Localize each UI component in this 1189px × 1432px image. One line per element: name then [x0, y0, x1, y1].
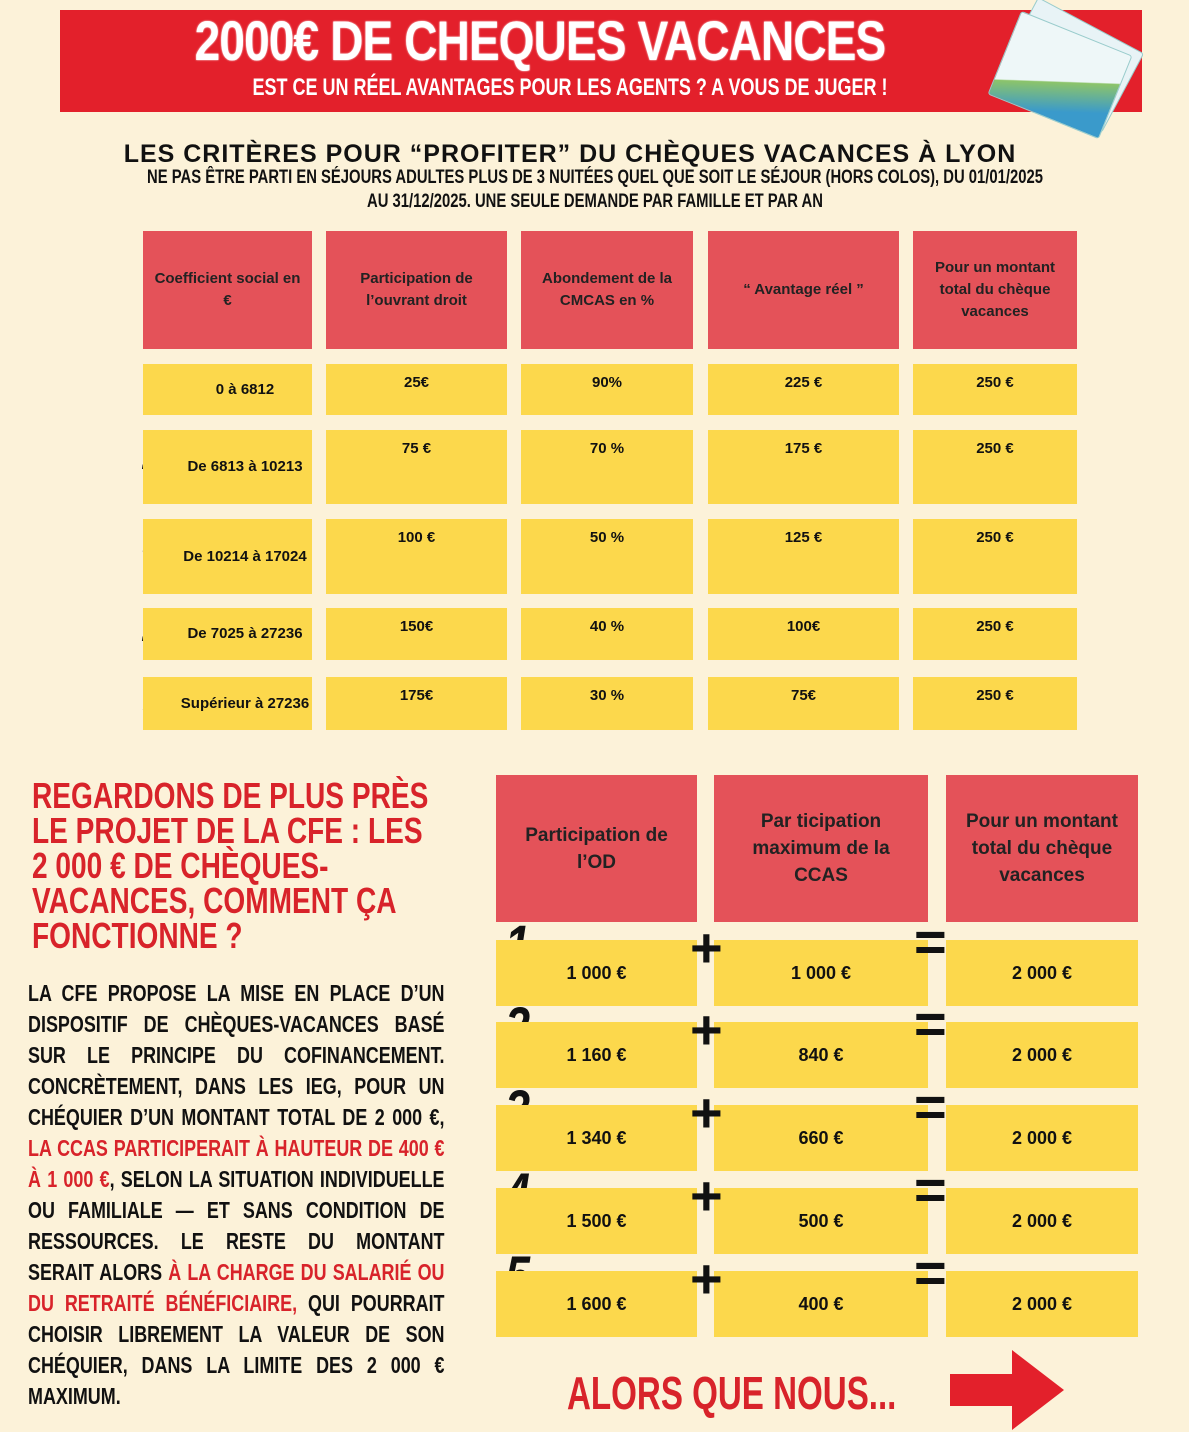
table-cell: 100€ — [708, 608, 899, 660]
table-cell: 30 % — [521, 677, 693, 730]
highlighted-text: LA CCAS PARTICIPERAIT À HAUTEUR DE 400 €… — [28, 1135, 445, 1192]
banner-title: 2000€ DE CHEQUES VACANCES — [194, 9, 886, 72]
table-cell: 2 000 € — [946, 1022, 1138, 1088]
criteria-text: NE PAS ÊTRE PARTI EN SÉJOURS ADULTES PLU… — [147, 167, 1043, 212]
table-cell: 75€ — [708, 677, 899, 730]
table-cell: De 6813 à 10213 — [178, 430, 312, 504]
table-cell: 2 000 € — [946, 1188, 1138, 1254]
column-header: Pour un montant total du chèque vacances — [946, 775, 1138, 922]
equals-sign: = — [914, 910, 947, 973]
table-cell: 150€ — [326, 608, 507, 660]
column-header: “ Avantage réel ” — [708, 231, 899, 349]
plus-sign: + — [690, 1164, 723, 1227]
table-cell: 0 à 6812 — [178, 364, 312, 415]
table-cell: 175€ — [326, 677, 507, 730]
plus-sign: + — [690, 916, 723, 979]
table-cell: 90% — [521, 364, 693, 415]
equals-sign: = — [914, 1241, 947, 1304]
table-cell: 40 % — [521, 608, 693, 660]
plus-sign: + — [690, 998, 723, 1061]
paragraph-text: LA CFE PROPOSE LA MISE EN PLACE D’UN DIS… — [28, 980, 445, 1130]
column-header: Coefficient social en € — [143, 231, 312, 349]
table-cell: 2 000 € — [946, 940, 1138, 1006]
table-cell: 225 € — [708, 364, 899, 415]
column-header: Par ticipation maximum de la CCAS — [714, 775, 928, 922]
table-cell: 1 000 € — [496, 940, 697, 1006]
table-cell: 250 € — [913, 608, 1077, 660]
table-cell: 2 000 € — [946, 1105, 1138, 1171]
section-heading: REGARDONS DE PLUS PRÈS LE PROJET DE LA C… — [32, 775, 429, 956]
column-header: Participation de l’ouvrant droit — [326, 231, 507, 349]
paragraph-text: QUI POURRAIT CHOISIR LIBREMENT LA VALEUR… — [28, 1290, 445, 1409]
table-cell: 840 € — [714, 1022, 928, 1088]
table-cell: 250 € — [913, 430, 1077, 504]
table-cell: 1 600 € — [496, 1271, 697, 1337]
table-cell: 75 € — [326, 430, 507, 504]
table-cell: Supérieur à 27236 — [178, 677, 312, 730]
table-cell: 50 % — [521, 519, 693, 594]
column-header: Pour un montant total du chèque vacances — [913, 231, 1077, 349]
plus-sign: + — [690, 1081, 723, 1144]
table-cell: 400 € — [714, 1271, 928, 1337]
table-cell: 250 € — [913, 677, 1077, 730]
equals-sign: = — [914, 1158, 947, 1221]
table-cell: 1 160 € — [496, 1022, 697, 1088]
explanation-paragraph: LA CFE PROPOSE LA MISE EN PLACE D’UN DIS… — [28, 978, 445, 1412]
table-cell: 100 € — [326, 519, 507, 594]
table-cell: 660 € — [714, 1105, 928, 1171]
column-header: Abondement de la CMCAS en % — [521, 231, 693, 349]
title-banner — [60, 10, 1142, 112]
table-cell: 1 000 € — [714, 940, 928, 1006]
plus-sign: + — [690, 1247, 723, 1310]
table-cell: De 7025 à 27236 — [178, 608, 312, 660]
table-cell: 250 € — [913, 364, 1077, 415]
table-cell: 70 % — [521, 430, 693, 504]
table-cell: 25€ — [326, 364, 507, 415]
criteria-title: LES CRITÈRES POUR “PROFITER” DU CHÈQUES … — [123, 140, 1017, 168]
highlighted-text: À LA CHARGE DU SALARIÉ OU DU RETRAITÉ BÉ… — [28, 1259, 445, 1316]
table-cell: 1 500 € — [496, 1188, 697, 1254]
arrow-right-icon — [950, 1350, 1064, 1430]
column-header: Participation de l’OD — [496, 775, 697, 922]
table-cell: 1 340 € — [496, 1105, 697, 1171]
table-cell: 2 000 € — [946, 1271, 1138, 1337]
table-cell: 175 € — [708, 430, 899, 504]
footer-text: ALORS QUE NOUS... — [567, 1367, 897, 1419]
equals-sign: = — [914, 992, 947, 1055]
table-cell: 500 € — [714, 1188, 928, 1254]
banner-subtitle: EST CE UN RÉEL AVANTAGES POUR LES AGENTS… — [252, 74, 888, 101]
table-cell: De 10214 à 17024 — [178, 519, 312, 594]
table-cell: 250 € — [913, 519, 1077, 594]
equals-sign: = — [914, 1075, 947, 1138]
table-cell: 125 € — [708, 519, 899, 594]
paragraph-text: , SELON LA SITUATION INDIVIDUELLE OU FAM… — [28, 1166, 445, 1285]
